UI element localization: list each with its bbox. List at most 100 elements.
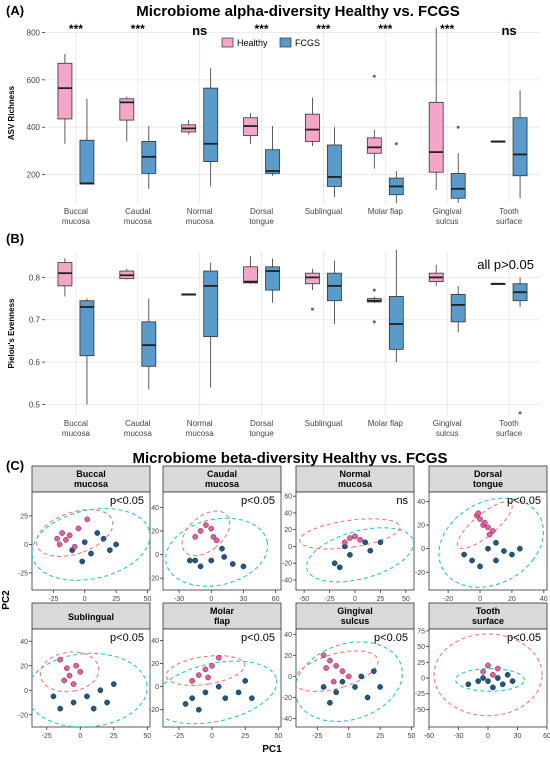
evenness-category-label: surface bbox=[496, 429, 523, 438]
evenness-category-label: mucosa bbox=[124, 429, 153, 438]
pca-panel-1-p-value: p<0.05 bbox=[241, 495, 275, 507]
pca-panel-7-marks bbox=[433, 633, 543, 717]
evenness-category-label: tongue bbox=[249, 429, 274, 438]
pca-panel-6-healthy-ellipse bbox=[296, 650, 379, 692]
pc2-axis-label: PC2 bbox=[1, 590, 12, 610]
pca-panel-6-healthy-point bbox=[320, 652, 327, 659]
pca-panel-4-marks bbox=[32, 651, 148, 727]
pca-panel-6-strip-label: sulcus bbox=[341, 616, 370, 626]
pca-panel-2-fcgs-point bbox=[347, 551, 353, 558]
pca-panel-3-ytick-label: 40 bbox=[417, 499, 425, 506]
pca-panel-1-strip bbox=[162, 465, 282, 493]
richness-significance-label: *** bbox=[316, 22, 330, 36]
pca-panel-5-fcgs-point bbox=[189, 695, 196, 702]
pca-panel-0-healthy-point bbox=[75, 525, 82, 532]
pca-panel-5-fcgs-point bbox=[215, 683, 222, 690]
pca-panel-6-plot-area bbox=[295, 628, 415, 728]
pca-panel-7-xtick-label: 30 bbox=[514, 733, 522, 740]
pca-panel-7-fcgs-point bbox=[465, 681, 472, 688]
pca-panel-6-xtick-label: 0 bbox=[347, 733, 351, 740]
pca-panel-4-fcgs-point bbox=[84, 693, 90, 700]
pca-panel-6-healthy-point bbox=[330, 678, 337, 685]
pca-panel-6-healthy-point bbox=[345, 673, 352, 680]
pca-panel-3-healthy-point bbox=[485, 524, 491, 531]
pca-panel-6-healthy-point bbox=[333, 663, 340, 669]
pca-panel-4-fcgs-point bbox=[90, 705, 97, 712]
richness-healthy-box bbox=[305, 113, 320, 142]
evenness-ytick-label: 0.5 bbox=[29, 400, 41, 409]
richness-category-label: surface bbox=[496, 217, 523, 226]
pca-panel-3-healthy-point bbox=[489, 528, 496, 534]
richness-ytick-label: 600 bbox=[27, 76, 41, 85]
pca-panel-1-fcgs-point bbox=[229, 561, 236, 567]
evenness-fcgs-box bbox=[79, 300, 95, 357]
pca-panel-4-fcgs-point bbox=[57, 705, 64, 712]
panel-b-label: (B) bbox=[6, 231, 24, 246]
richness-fcgs-box bbox=[203, 87, 219, 162]
pca-panel-6-ytick-label: -40 bbox=[282, 716, 292, 723]
evenness-category-label: sulcus bbox=[436, 429, 459, 438]
richness-plot-area bbox=[45, 23, 540, 203]
richness-fcgs-outlier bbox=[456, 125, 460, 129]
pca-panel-0-healthy-point bbox=[54, 535, 60, 542]
pca-panel-6-healthy-point bbox=[327, 657, 333, 664]
pca-panel-1-ytick-label: 20 bbox=[151, 528, 159, 535]
richness-significance-label: *** bbox=[378, 22, 392, 36]
pca-panel-6-ytick-label: 0 bbox=[288, 674, 292, 681]
pca-panel-5-fcgs-point bbox=[182, 701, 189, 707]
pca-panel-3-marks bbox=[438, 497, 544, 588]
pca-panel-3-fcgs-point bbox=[493, 557, 499, 564]
pca-panel-0-fcgs-point bbox=[100, 535, 107, 542]
pca-panel-5-fcgs-point bbox=[195, 706, 202, 713]
pca-panel-3-fcgs-ellipse bbox=[438, 497, 544, 588]
evenness-fcgs-box bbox=[388, 296, 404, 350]
pca-panel-4-fcgs-point bbox=[50, 693, 57, 700]
pca-panel-6-ytick-label: -20 bbox=[282, 695, 292, 702]
pca-panel-1-healthy-point bbox=[197, 528, 204, 534]
richness-healthy-box bbox=[428, 101, 444, 173]
alpha-title: Microbiome alpha-diversity Healthy vs. F… bbox=[136, 3, 459, 20]
pca-panel-4-fcgs-ellipse bbox=[32, 652, 148, 727]
pca-panel-1-healthy-ellipse bbox=[181, 510, 231, 557]
pca-panel-7-ytick-label: -50 bbox=[415, 707, 425, 714]
evenness-category-label: mucosa bbox=[62, 429, 91, 438]
pca-panel-0-fcgs-point bbox=[113, 541, 119, 548]
pca-panel-4-healthy-point bbox=[64, 665, 70, 672]
pca-panel-6-fcgs-point bbox=[320, 684, 327, 690]
richness-category-label: Dorsal bbox=[250, 207, 273, 216]
pca-panel-2-strip-label: mucosa bbox=[338, 479, 373, 489]
pca-panel-7-xtick-label: 0 bbox=[486, 733, 490, 740]
richness-fcgs-box bbox=[512, 117, 528, 177]
pca-panel-3-fcgs-point bbox=[509, 551, 515, 558]
richness-significance-label: ns bbox=[501, 23, 516, 38]
richness-ytick-label: 800 bbox=[27, 28, 41, 37]
pca-panel-0-fcgs-point bbox=[81, 539, 88, 545]
richness-fcgs-box bbox=[265, 149, 280, 174]
pca-panel-5-p-value: p<0.05 bbox=[241, 632, 275, 644]
pca-panel-2-fcgs-point bbox=[331, 560, 338, 567]
pca-panel-1-xtick-label: 60 bbox=[272, 596, 280, 603]
pca-panel-0-ytick-label: 25 bbox=[20, 513, 28, 520]
legend-healthy-swatch bbox=[221, 37, 234, 48]
richness-category-label: Molar flap bbox=[368, 207, 404, 216]
pca-panel-3-plot-area bbox=[428, 491, 548, 591]
pca-panel-2-marks bbox=[299, 518, 414, 583]
evenness-category-label: Sublingual bbox=[305, 419, 343, 428]
pca-panel-4-ytick-label: 0 bbox=[24, 688, 28, 695]
pca-panel-0-xtick-label: -25 bbox=[48, 596, 58, 603]
pca-panel-7-fcgs-point bbox=[509, 678, 516, 684]
pca-panel-4-p-value: p<0.05 bbox=[110, 632, 144, 644]
pca-panel-0-fcgs-point bbox=[88, 550, 94, 557]
pca-panel-6-fcgs-ellipse bbox=[296, 641, 403, 722]
legend-fcgs-swatch bbox=[279, 37, 292, 48]
pca-panel-0-fcgs-point bbox=[106, 547, 113, 553]
pca-panel-1-marks bbox=[165, 510, 269, 587]
pca-panel-5-fcgs-point bbox=[222, 695, 229, 702]
pca-panel-6-fcgs-point bbox=[358, 673, 365, 680]
pca-panel-5-strip-label: flap bbox=[214, 616, 231, 626]
pca-panel-1-fcgs-point bbox=[219, 545, 225, 552]
pca-panel-3-fcgs-point bbox=[469, 557, 475, 564]
